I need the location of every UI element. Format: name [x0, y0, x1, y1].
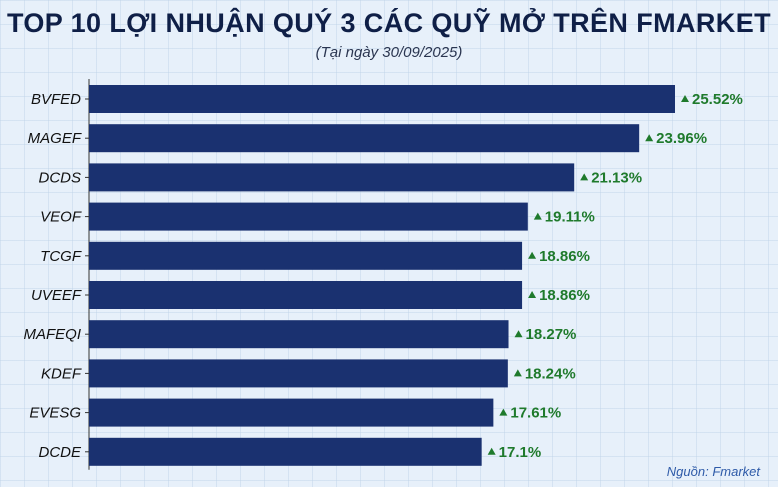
bar	[89, 163, 575, 192]
up-arrow-icon	[513, 369, 522, 377]
category-label: BVFED	[31, 91, 81, 108]
bar	[89, 124, 640, 153]
data-label: 19.11%	[545, 209, 595, 226]
category-label: KDEF	[41, 365, 82, 382]
category-label: MAGEF	[28, 130, 82, 147]
category-label: UVEEF	[31, 287, 82, 304]
data-label: 23.96%	[656, 130, 707, 147]
category-label: MAFEQI	[23, 326, 81, 343]
data-label: 17.1%	[499, 444, 542, 461]
chart-subtitle: (Tại ngày 30/09/2025)	[315, 44, 463, 61]
category-label: TCGF	[40, 248, 82, 265]
bar	[89, 359, 508, 388]
up-arrow-icon	[645, 134, 654, 142]
data-label: 18.86%	[539, 248, 590, 265]
data-label: 21.13%	[591, 169, 642, 186]
up-arrow-icon	[533, 212, 542, 220]
up-arrow-icon	[580, 173, 589, 181]
data-label: 25.52%	[692, 91, 743, 108]
data-label: 18.86%	[539, 287, 590, 304]
chart-title: TOP 10 LỢI NHUẬN QUÝ 3 CÁC QUỸ MỞ TRÊN F…	[6, 8, 772, 38]
bar	[89, 281, 523, 309]
bar	[89, 320, 509, 349]
data-label: 18.24%	[525, 365, 576, 382]
source-note: Nguồn: Fmarket	[666, 464, 760, 479]
up-arrow-icon	[681, 95, 689, 102]
category-label: DCDE	[38, 444, 81, 461]
up-arrow-icon	[499, 408, 508, 416]
data-label: 17.61%	[510, 405, 561, 422]
up-arrow-icon	[514, 330, 523, 338]
category-label: VEOF	[40, 209, 82, 226]
category-label: EVESG	[29, 405, 81, 422]
bar	[89, 202, 528, 231]
bar	[89, 241, 523, 270]
data-label: 18.27%	[526, 326, 577, 343]
up-arrow-icon	[487, 447, 496, 455]
chart-marks: BVFED 25.52% MAGEF 23.96% DCDS 21.13% VEOF 19.1…	[23, 79, 743, 470]
category-label: DCDS	[38, 169, 81, 186]
up-arrow-icon	[528, 291, 537, 298]
up-arrow-icon	[528, 251, 537, 259]
bar	[89, 85, 675, 113]
bar	[89, 398, 494, 427]
bar	[89, 437, 482, 466]
